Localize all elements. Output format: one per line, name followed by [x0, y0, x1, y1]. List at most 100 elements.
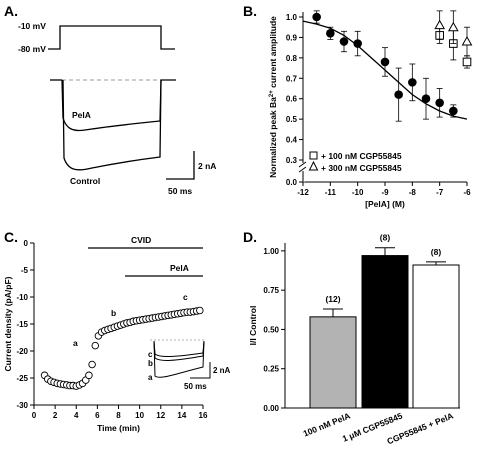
c-data-point [85, 371, 93, 380]
c-x-tick-label: 8 [116, 411, 121, 420]
b-x-tick-label: -6 [463, 188, 471, 197]
point-label-c: c [183, 292, 188, 302]
c-x-tick-label: 14 [177, 411, 186, 420]
c-x-tick-label: 0 [32, 411, 37, 420]
b-control-point [380, 57, 390, 67]
b-y-tick-label: 0.0 [286, 178, 298, 187]
c-x-tick-label: 16 [199, 411, 208, 420]
panel-b: B. 0.0 0.3 0.4 0.5 0.6 0.7 0.8 0.9 1.0 -12 -11 -10 -… [243, 3, 473, 209]
d-bar [361, 255, 409, 409]
c-y-tick-label: -5 [21, 266, 29, 275]
b-control-point [394, 90, 403, 99]
legend-square-marker [309, 151, 318, 160]
panel-d-label: D. [243, 229, 257, 245]
b-y-axis-label: Normalized peak Ba2+ current amplitude [268, 16, 278, 178]
d-n-label: (12) [325, 294, 340, 304]
c-y-tick-label: -15 [16, 320, 28, 329]
d-y-tick-label: 0.00 [263, 404, 279, 413]
panel-b-label: B. [243, 3, 257, 19]
inset-scale-current: 2 nA [213, 366, 231, 375]
legend-label-300nm: + 300 nM CGP55845 [321, 163, 402, 173]
c-data-point [88, 360, 96, 369]
voltage-protocol-trace [48, 25, 175, 50]
b-y-tick-label: 0.3 [286, 156, 298, 165]
protocol-hold-voltage: -80 mV [18, 44, 46, 54]
b-control-point [353, 39, 362, 48]
scale-current-label: 2 nA [198, 161, 216, 171]
b-x-tick-label: -8 [409, 188, 417, 197]
inset-label-a: a [148, 373, 153, 382]
inset-traces: c b a 2 nA 50 ms [148, 339, 231, 391]
d-y-tick-label: 1.00 [263, 247, 279, 256]
pela-current-trace [61, 79, 176, 132]
b-y-tick-label: 1.0 [286, 13, 298, 22]
b-x-tick-label: -9 [381, 188, 389, 197]
scale-time-label: 50 ms [168, 186, 192, 196]
c-y-tick-label: -25 [16, 374, 28, 383]
c-x-tick-label: 12 [156, 411, 165, 420]
b-axis-break-1 [298, 161, 307, 168]
c-x-tick-label: 4 [74, 411, 79, 420]
d-bar [309, 316, 357, 409]
protocol-test-voltage: -10 mV [18, 21, 46, 31]
b-axis-break-2 [298, 166, 307, 173]
inset-scale-time: 50 ms [184, 382, 207, 391]
b-control-point [449, 106, 458, 116]
legend-triangle-marker [308, 160, 319, 171]
b-y-tick-label: 0.8 [286, 54, 298, 63]
b-control-point [339, 37, 349, 46]
b-cgp300-point [461, 35, 473, 46]
panel-c-label: C. [4, 229, 18, 245]
b-cgp100-point [462, 57, 472, 67]
c-y-tick-label: -30 [16, 401, 28, 410]
c-y-tick-label: -20 [16, 347, 28, 356]
legend-label-100nm: + 100 nM CGP55845 [321, 151, 402, 161]
panel-a-label: A. [4, 3, 18, 19]
b-x-tick-label: -12 [297, 188, 309, 197]
c-data-point [196, 306, 204, 315]
panel-a: A. -10 mV -80 mV PelA Control 2 nA 50 ms [4, 3, 216, 196]
chart-c: 0 -5 -10 -15 -20 -25 -30 0 2 4 6 8 10 12 14 16 Time (min… [3, 239, 208, 433]
d-y-tick-label: 0.50 [263, 325, 279, 334]
b-y-tick-label: 0.7 [286, 74, 298, 83]
pela-trace-label: PelA [72, 110, 91, 120]
b-x-tick-label: -11 [325, 188, 337, 197]
pela-bar-label: PelA [170, 263, 189, 273]
c-x-tick-label: 10 [135, 411, 144, 420]
control-trace-label: Control [70, 176, 100, 186]
inset-label-c: c [148, 350, 153, 359]
inset-trace-a [153, 340, 205, 378]
inset-scale-bar [190, 362, 211, 379]
b-x-axis-label: [PelA] (M) [365, 199, 405, 209]
b-control-point [408, 78, 417, 87]
c-y-tick-label: 0 [24, 239, 29, 248]
b-control-point [421, 94, 431, 104]
point-label-b: b [111, 308, 116, 318]
cvid-label: CVID [131, 235, 151, 245]
scale-bar [166, 151, 195, 180]
inset-label-b: b [148, 359, 153, 368]
c-x-axis-label: Time (min) [97, 423, 140, 433]
treatment-bars: CVID PelA [88, 235, 203, 277]
c-y-tick-label: -10 [16, 293, 28, 302]
b-y-tick-label: 0.5 [286, 115, 298, 124]
b-y-tick-label: 0.6 [286, 95, 298, 104]
b-cgp300-point [434, 19, 446, 30]
d-y-axis-label: I/I Control [248, 306, 258, 346]
d-n-label: (8) [431, 247, 442, 257]
panel-c: C. 0 -5 -10 -15 -20 -25 -30 0 2 4 6 8 10 12 14 16 Time (… [3, 229, 231, 433]
b-cgp300-point [447, 21, 459, 32]
inset-trace-c [153, 340, 205, 357]
b-control-point [435, 98, 444, 108]
b-y-tick-label: 0.4 [286, 136, 298, 145]
point-label-a: a [73, 338, 78, 348]
b-control-point [326, 29, 335, 38]
b-y-tick-label: 0.9 [286, 33, 298, 42]
d-bar [412, 264, 460, 409]
d-n-label: (8) [380, 233, 391, 243]
b-control-point [312, 12, 321, 22]
chart-b-legend: + 100 nM CGP55845 + 300 nM CGP55845 [308, 151, 402, 173]
d-y-tick-label: 0.25 [263, 365, 279, 374]
chart-b: 0.0 0.3 0.4 0.5 0.6 0.7 0.8 0.9 1.0 -12 -11 -10 -9 -8… [268, 10, 473, 209]
c-x-tick-label: 6 [95, 411, 100, 420]
